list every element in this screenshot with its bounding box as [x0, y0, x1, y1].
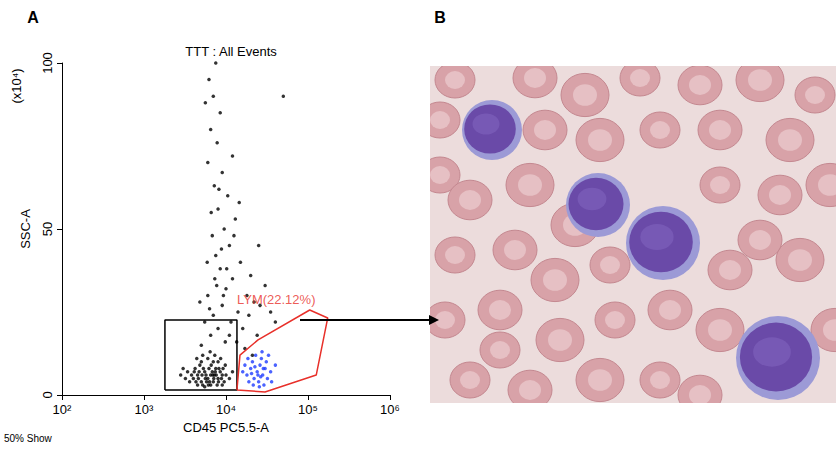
svg-text:10³: 10³	[135, 402, 154, 417]
svg-text:TTT : All Events: TTT : All Events	[185, 44, 277, 59]
svg-text:B: B	[434, 9, 446, 26]
svg-text:SSC-A: SSC-A	[18, 209, 33, 249]
svg-text:100: 100	[40, 52, 55, 74]
svg-text:A: A	[27, 9, 39, 26]
svg-text:0: 0	[40, 391, 55, 398]
svg-text:50: 50	[40, 222, 55, 236]
svg-text:LYM(22.12%): LYM(22.12%)	[237, 292, 316, 307]
svg-text:10⁵: 10⁵	[298, 402, 318, 417]
svg-text:(x10⁴): (x10⁴)	[9, 68, 24, 103]
svg-text:10⁶: 10⁶	[380, 402, 400, 417]
svg-text:50% Show: 50% Show	[4, 433, 53, 444]
svg-text:10²: 10²	[53, 402, 72, 417]
svg-text:10⁴: 10⁴	[216, 402, 236, 417]
svg-text:CD45 PC5.5-A: CD45 PC5.5-A	[183, 420, 269, 435]
